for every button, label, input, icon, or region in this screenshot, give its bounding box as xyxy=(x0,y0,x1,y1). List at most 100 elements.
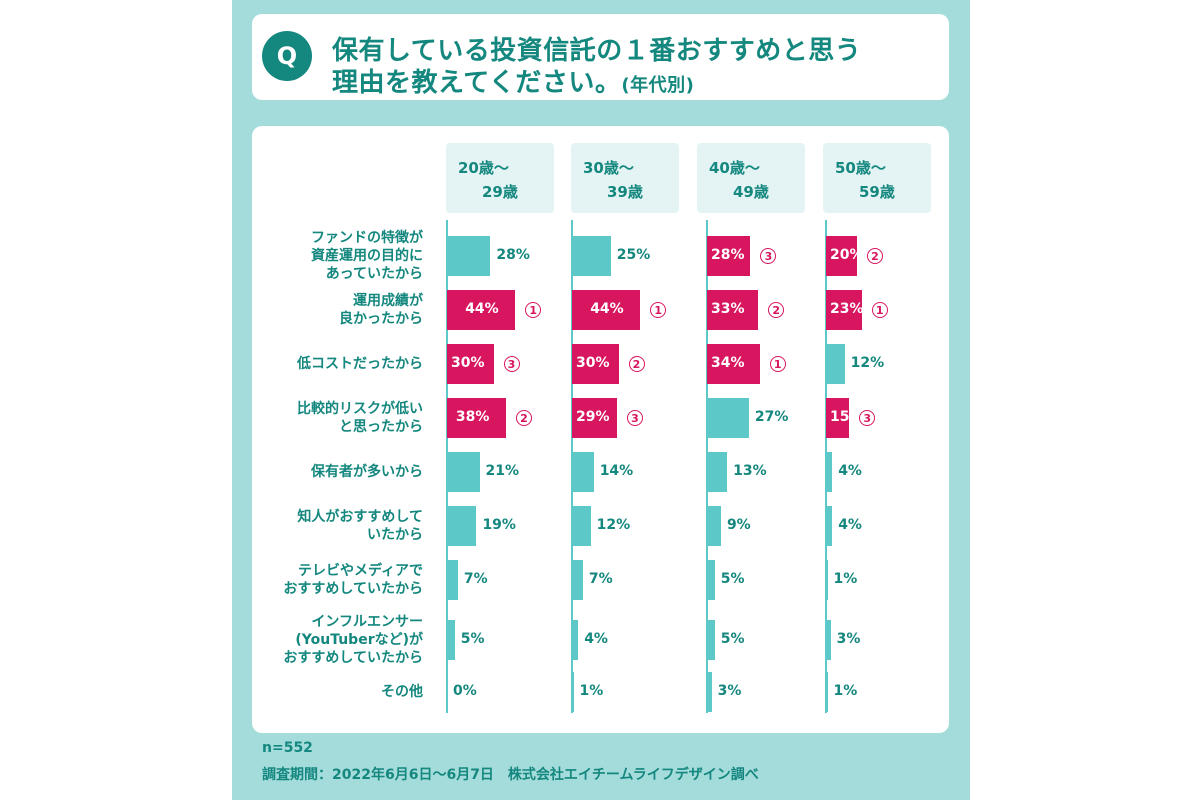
bar-s1-r3 xyxy=(447,344,494,384)
column-header-1: 20歳～ 29歳 xyxy=(446,143,554,213)
bar-s3-r6 xyxy=(707,506,721,546)
survey-note: 調査期間：2022年6月6日～6月7日 株式会社エイチームライフデザイン調べ xyxy=(262,767,759,783)
value-label-s3-r2: 33% xyxy=(711,301,745,317)
rank-badge-s2-r4: 3 xyxy=(626,410,643,426)
row-label-7: テレビやメディアで おすすめしていたから xyxy=(283,562,423,598)
row-label-line: 保有者が多いから xyxy=(311,464,423,480)
bar-s4-r3 xyxy=(826,344,845,384)
value-label-s1-r6: 19% xyxy=(482,517,516,533)
value-label-s4-r4: 15% xyxy=(830,409,864,425)
row-label-line: インフルエンサー xyxy=(311,614,423,630)
value-label-s2-r1: 25% xyxy=(616,247,651,263)
value-label-s3-r3: 34% xyxy=(711,355,745,371)
value-label-s2-r7: 7% xyxy=(588,571,613,587)
row-label-1: ファンドの特徴が 資産運用の目的にあっていたから xyxy=(311,229,423,283)
row-label-line: おすすめしていたから xyxy=(283,581,423,597)
value-label-s4-r6: 4% xyxy=(838,517,862,533)
row-label-line: 運用成績が xyxy=(353,293,423,309)
row-label-line: ファンドの特徴が xyxy=(311,230,423,246)
value-label-s3-r4: 27% xyxy=(754,409,789,425)
row-label-line: 比較的リスクが低い xyxy=(297,401,423,417)
bar-s3-r9 xyxy=(707,672,712,712)
column-header-4: 50歳～ 59歳 xyxy=(823,143,931,213)
bar-s3-r3 xyxy=(707,344,760,384)
bar-s2-r9 xyxy=(572,672,574,712)
bar-s4-r5 xyxy=(826,452,833,492)
row-label-line: おすすめしていたから xyxy=(283,650,423,666)
value-label-s4-r3: 12% xyxy=(850,355,885,371)
bar-s1-r5 xyxy=(447,452,480,492)
value-label-s2-r2: 44% xyxy=(590,301,624,317)
value-label-s4-r2: 23% xyxy=(830,301,864,317)
rank-badge-s2-r3: 2 xyxy=(628,356,645,372)
value-label-s1-r4: 38% xyxy=(455,409,490,425)
bar-s2-r8 xyxy=(572,620,579,660)
column-header-text: 40歳～ xyxy=(709,159,760,177)
rank-badge-s4-r1: 2 xyxy=(867,248,883,264)
bar-s1-r4 xyxy=(447,398,506,438)
bar-s4-r9 xyxy=(826,672,828,712)
rank-badge-s2-r2: 1 xyxy=(650,302,667,318)
bar-s1-r8 xyxy=(447,620,455,660)
value-label-s1-r1: 28% xyxy=(496,247,530,263)
value-label-s4-r1: 20% xyxy=(830,247,864,263)
row-label-3: 低コストだったから xyxy=(297,355,423,373)
value-label-s3-r6: 9% xyxy=(726,517,751,533)
value-label-s4-r9: 1% xyxy=(833,683,858,699)
rank-badge-s1-r3: 3 xyxy=(503,356,520,372)
rank-badge-s4-r4: 3 xyxy=(859,410,876,426)
row-label-line: 低コストだったから xyxy=(297,356,423,372)
row-label-line: あっていたから xyxy=(325,266,423,282)
value-label-s2-r5: 14% xyxy=(599,463,634,479)
value-label-s2-r8: 4% xyxy=(584,631,608,647)
column-header-text: 59歳 xyxy=(859,183,895,201)
value-label-s3-r8: 5% xyxy=(720,631,745,647)
row-label-line: 資産運用の目的に xyxy=(311,248,423,264)
value-label-s1-r9: 0% xyxy=(453,683,477,699)
value-label-s2-r3: 30% xyxy=(576,355,610,371)
chart-title-line1: 保有している投資信託の１番おすすめと思う xyxy=(332,36,862,66)
column-header-text: 30歳～ xyxy=(583,159,634,177)
bar-s4-r1 xyxy=(826,236,857,276)
column-header-text: 50歳～ xyxy=(835,159,886,177)
row-label-line: 良かったから xyxy=(339,311,423,327)
bar-s1-r7 xyxy=(447,560,458,600)
bar-s2-r1 xyxy=(572,236,611,276)
row-label-2: 運用成績が良かったから xyxy=(339,292,423,328)
value-label-s2-r9: 1% xyxy=(579,683,604,699)
column-header-text: 49歳 xyxy=(733,183,769,201)
bar-s3-r1 xyxy=(707,236,751,276)
sample-size: n=552 xyxy=(262,740,313,756)
row-label-6: 知人がおすすめしていたから xyxy=(297,508,423,544)
value-label-s2-r4: 29% xyxy=(576,409,610,425)
value-label-s3-r5: 13% xyxy=(733,463,767,479)
row-label-5: 保有者が多いから xyxy=(311,463,423,481)
column-header-2: 30歳～ 39歳 xyxy=(571,143,679,213)
bar-s4-r2 xyxy=(826,290,862,330)
bar-s2-r7 xyxy=(572,560,583,600)
column-header-text: 20歳～ xyxy=(458,159,509,177)
value-label-s4-r5: 4% xyxy=(838,463,862,479)
value-label-s1-r2: 44% xyxy=(465,301,499,317)
value-label-s4-r7: 1% xyxy=(833,571,858,587)
value-label-s1-r5: 21% xyxy=(485,463,520,479)
row-label-4: 比較的リスクが低い と思ったから xyxy=(297,400,423,436)
rank-badge-s3-r2: 2 xyxy=(768,302,785,318)
bar-s4-r6 xyxy=(826,506,833,546)
bar-s2-r2 xyxy=(572,290,641,330)
bar-s1-r1 xyxy=(447,236,491,276)
rank-badge-s3-r1: 3 xyxy=(760,248,777,264)
value-label-s3-r1: 28% xyxy=(711,247,745,263)
value-label-s1-r3: 30% xyxy=(451,355,485,371)
bar-s3-r2 xyxy=(707,290,759,330)
bar-s3-r8 xyxy=(707,620,715,660)
row-label-line: 知人がおすすめして xyxy=(297,509,423,525)
column-header-text: 29歳 xyxy=(482,183,518,201)
row-label-line: その他 xyxy=(381,684,423,700)
value-label-s1-r7: 7% xyxy=(463,571,488,587)
rank-badge-s4-r2: 1 xyxy=(871,302,888,318)
rank-badge-s1-r4: 2 xyxy=(515,410,532,426)
bar-s1-r6 xyxy=(447,506,477,546)
row-label-line: いたから xyxy=(367,527,423,543)
column-header-3: 40歳～ 49歳 xyxy=(697,143,805,213)
